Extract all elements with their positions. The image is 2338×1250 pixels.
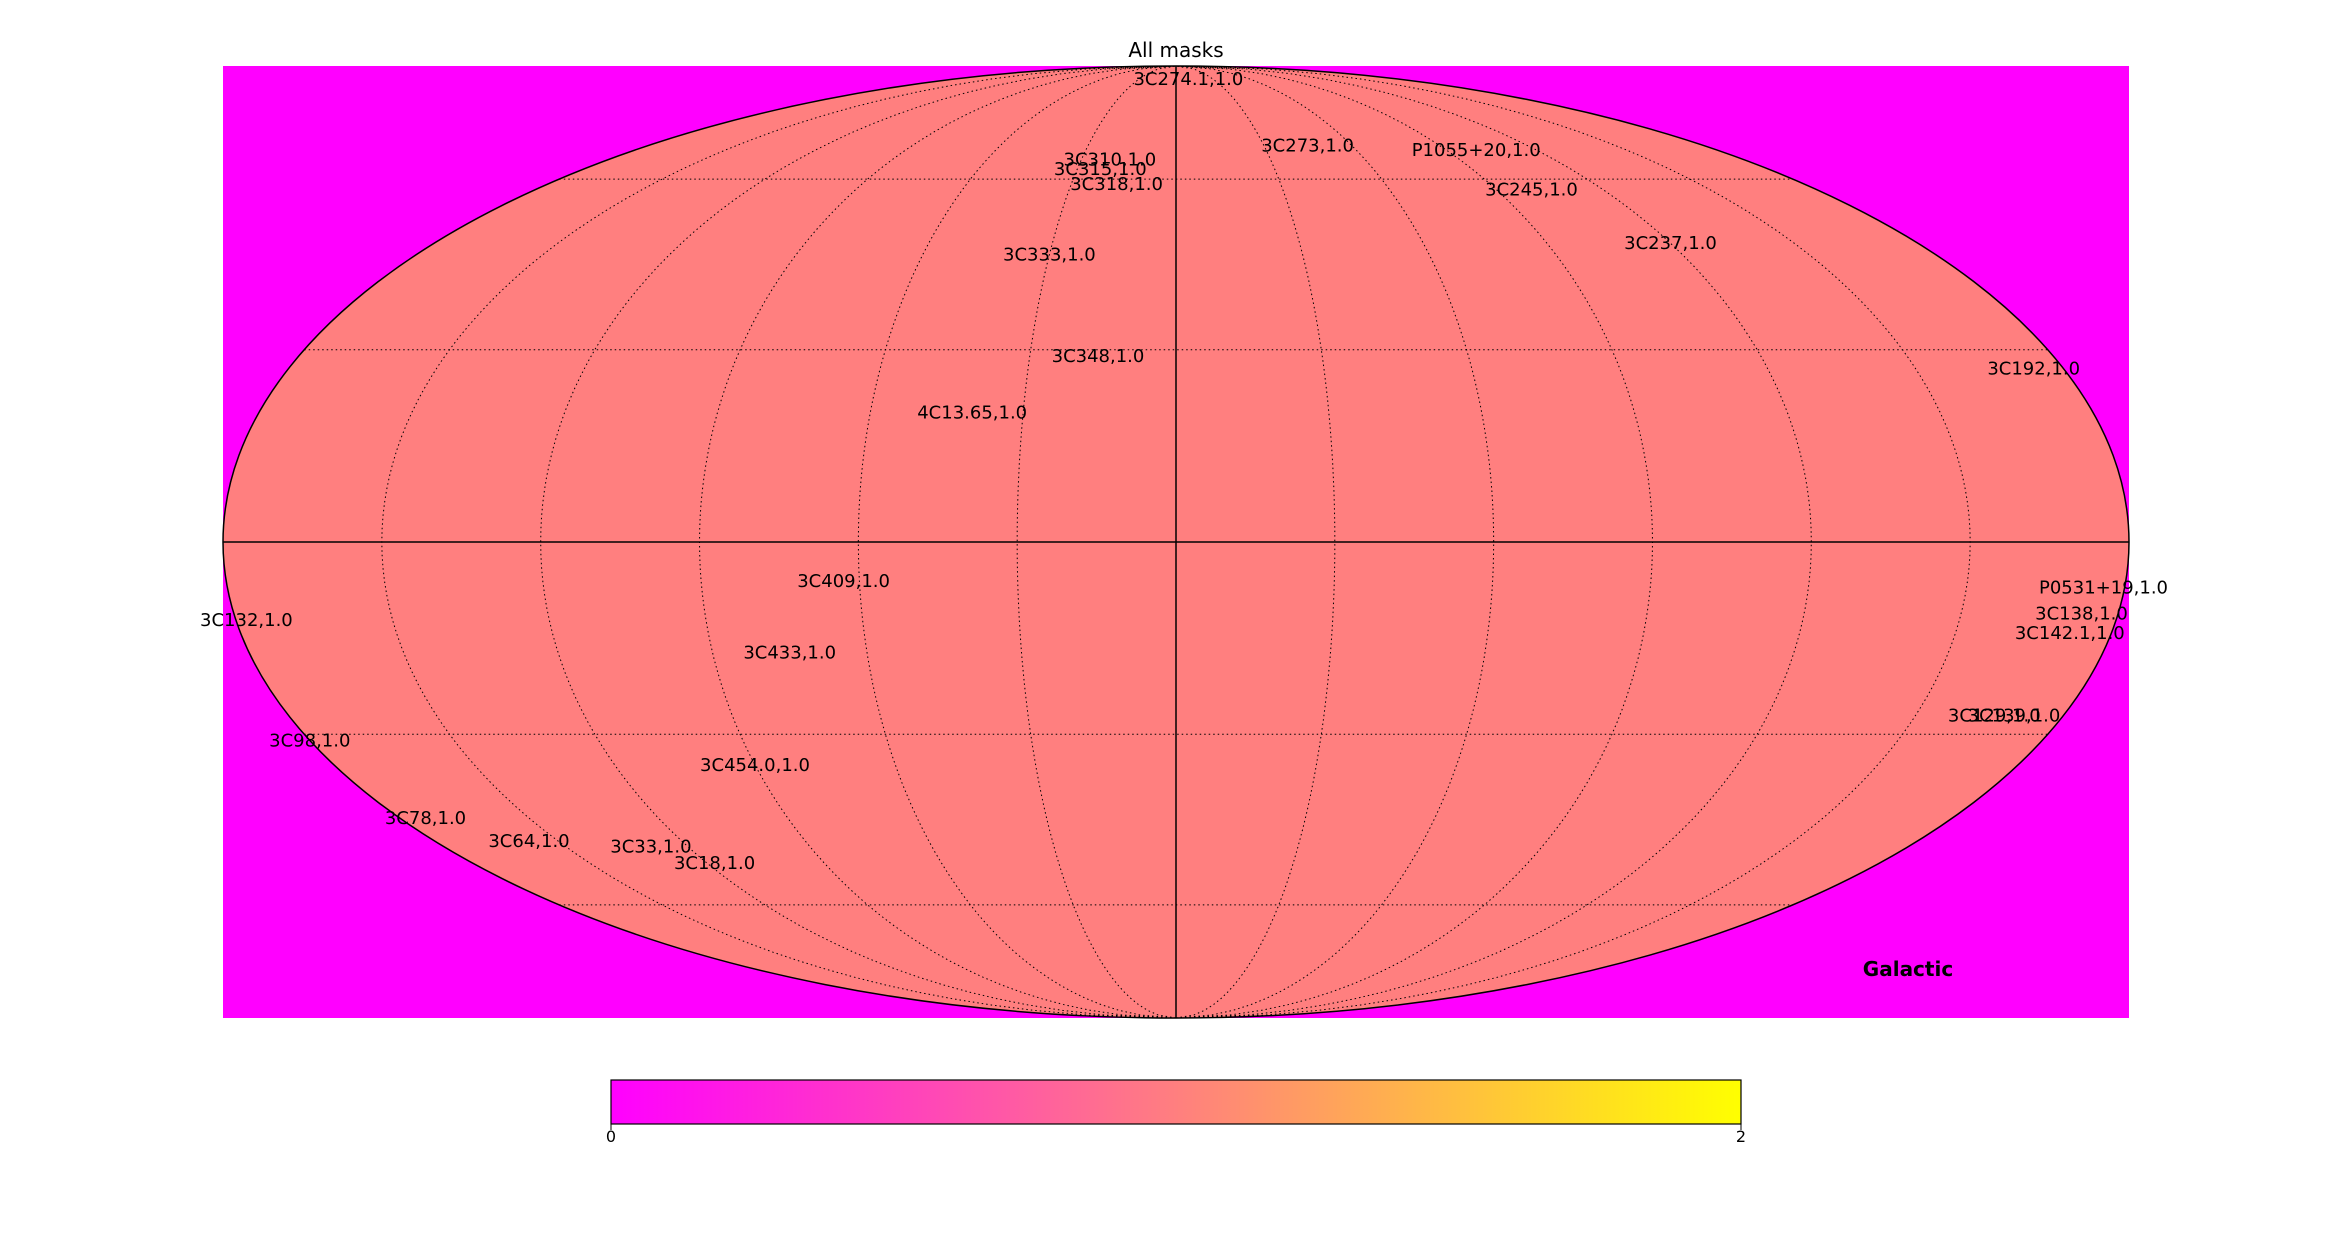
source-labels: 3C274.1,1.0 3C273,1.0 P1055+20,1.0 3C245,1.… — [200, 69, 2168, 874]
source-label: 3C310,1.0 — [1064, 149, 1157, 170]
source-label: 3C142.1,1.0 — [2015, 623, 2125, 644]
coordinate-frame-label: Galactic — [1863, 957, 1953, 981]
source-label: 4C13.65,1.0 — [917, 403, 1027, 424]
source-label: 3C78,1.0 — [385, 808, 466, 829]
colorbar — [610, 1079, 1742, 1125]
colorbar-max-label: 2 — [1736, 1127, 1746, 1146]
source-label: 3C454.0,1.0 — [700, 755, 810, 776]
source-label: 3C274.1,1.0 — [1133, 69, 1243, 90]
source-label: 3C18,1.0 — [674, 853, 755, 874]
source-label: 3C64,1.0 — [488, 831, 569, 852]
source-label: 3C315,1.0 — [1054, 159, 1147, 180]
source-label: 3C348,1.0 — [1052, 346, 1145, 367]
source-label: P0531+19,1.0 — [2039, 578, 2168, 599]
colorbar-min-label: 0 — [606, 1127, 616, 1146]
chart-title: All masks — [1128, 38, 1223, 62]
source-label: 3C237,1.0 — [1624, 233, 1717, 254]
source-label: 3C132,1.0 — [200, 610, 293, 631]
source-label: 3C245,1.0 — [1485, 179, 1578, 200]
source-label: 3C98,1.0 — [269, 731, 350, 752]
source-label: 3C138,1.0 — [2035, 604, 2128, 625]
source-label: 3C33,1.0 — [610, 836, 691, 857]
source-label: 3C192,1.0 — [1987, 358, 2080, 379]
source-label: 3C139,1.0 — [1968, 706, 2061, 727]
sky-boundary — [222, 65, 2130, 1019]
source-label: 3C273,1.0 — [1261, 135, 1354, 156]
source-label: P1055+20,1.0 — [1412, 140, 1541, 161]
source-label: 3C433,1.0 — [743, 642, 836, 663]
source-label: 3C318,1.0 — [1070, 174, 1163, 195]
source-label: 3C409,1.0 — [797, 571, 890, 592]
source-label: 3C333,1.0 — [1003, 245, 1096, 266]
source-label: 3C129,1.0 — [1948, 706, 2041, 727]
